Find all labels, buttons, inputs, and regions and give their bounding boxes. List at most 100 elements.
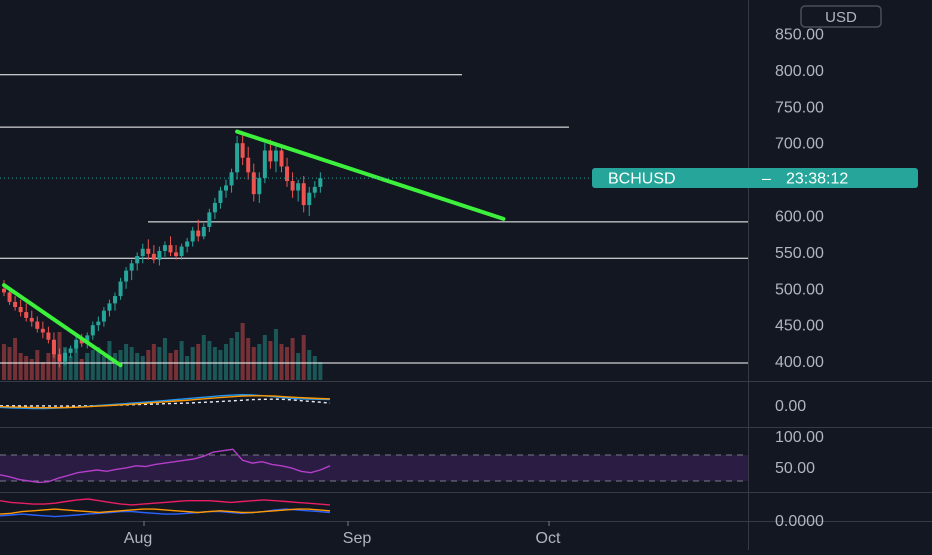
- currency-label[interactable]: USD: [825, 9, 857, 26]
- candle-body[interactable]: [174, 252, 179, 257]
- candle-body[interactable]: [296, 183, 301, 191]
- volume-bar: [35, 350, 40, 380]
- candle-body[interactable]: [135, 256, 140, 264]
- price-axis-tick: 400.00: [775, 354, 824, 371]
- candle-body[interactable]: [40, 328, 45, 333]
- candle-body[interactable]: [312, 186, 317, 193]
- candle-body[interactable]: [101, 310, 106, 322]
- currency-button-frame[interactable]: [800, 5, 882, 28]
- time-axis-label: Sep: [343, 530, 372, 547]
- price-axis-tick: 450.00: [775, 318, 824, 335]
- candle-body[interactable]: [251, 172, 256, 195]
- volume-bar: [312, 356, 317, 380]
- candle-body[interactable]: [124, 270, 129, 282]
- volume-bar: [262, 335, 267, 380]
- volume-bar: [124, 344, 129, 380]
- candle-body[interactable]: [151, 253, 156, 260]
- volume-bar: [196, 344, 201, 380]
- trendlines[interactable]: [2, 129, 506, 368]
- candle-body[interactable]: [129, 263, 134, 271]
- candle-body[interactable]: [318, 178, 323, 187]
- candle-body[interactable]: [246, 157, 251, 173]
- candle-body[interactable]: [140, 248, 145, 257]
- candle-body[interactable]: [307, 192, 312, 206]
- volume-bar: [235, 332, 240, 380]
- volume-bar: [46, 353, 51, 380]
- trendline[interactable]: [2, 283, 123, 368]
- candle-body[interactable]: [29, 317, 34, 322]
- candle-body[interactable]: [218, 190, 223, 203]
- candle-body[interactable]: [290, 181, 295, 191]
- candle-body[interactable]: [146, 248, 151, 254]
- candle-body[interactable]: [257, 178, 262, 195]
- candle-body[interactable]: [85, 335, 90, 344]
- horizontal-levels[interactable]: [0, 74, 748, 364]
- candle-body[interactable]: [63, 352, 68, 362]
- candle-body[interactable]: [190, 230, 195, 242]
- price-axis-tick: 750.00: [775, 99, 824, 116]
- candle-body[interactable]: [113, 296, 117, 304]
- candlestick-series[interactable]: [2, 132, 323, 368]
- candle-body[interactable]: [207, 212, 212, 227]
- candle-body[interactable]: [7, 292, 12, 302]
- candle-body[interactable]: [57, 354, 62, 362]
- macd-series-line: [0, 395, 331, 409]
- price-badge-background: [592, 168, 918, 188]
- candle-body[interactable]: [68, 348, 73, 353]
- candle-body[interactable]: [107, 303, 112, 311]
- currency-button[interactable]: USD: [800, 5, 882, 28]
- dmi-axis-tick: 0.0000: [775, 513, 824, 530]
- macd-axis-tick: 0.00: [775, 398, 806, 415]
- volume-bar: [279, 344, 284, 380]
- candle-body[interactable]: [35, 321, 40, 329]
- candle-body[interactable]: [212, 202, 217, 213]
- candle-body[interactable]: [46, 332, 51, 340]
- candle-body[interactable]: [157, 250, 162, 260]
- candle-body[interactable]: [196, 230, 201, 237]
- candle-body[interactable]: [262, 150, 267, 179]
- volume-bar: [201, 335, 206, 380]
- candle-body[interactable]: [279, 150, 284, 167]
- candle-body[interactable]: [90, 325, 95, 336]
- candle-body[interactable]: [168, 245, 173, 253]
- candle-body[interactable]: [96, 321, 101, 326]
- candle-body[interactable]: [224, 185, 228, 191]
- candle-body[interactable]: [268, 150, 273, 162]
- candle-body[interactable]: [79, 339, 84, 344]
- candle-body[interactable]: [74, 339, 79, 349]
- volume-bar: [268, 341, 273, 380]
- candle-body[interactable]: [229, 172, 234, 186]
- price-axis-tick: 850.00: [775, 27, 824, 44]
- volume-bar: [140, 356, 145, 380]
- candle-body[interactable]: [118, 281, 123, 297]
- candle-body[interactable]: [2, 288, 6, 293]
- dmi-series-line: [0, 508, 331, 518]
- rsi-band: [0, 455, 748, 481]
- volume-bar: [229, 338, 234, 380]
- candle-body[interactable]: [51, 339, 56, 355]
- candle-body[interactable]: [24, 312, 29, 318]
- candle-body[interactable]: [301, 183, 306, 206]
- candle-body[interactable]: [285, 166, 290, 182]
- candle-body[interactable]: [162, 245, 167, 251]
- volume-bar: [185, 356, 190, 380]
- volume-bar: [318, 362, 323, 380]
- trendline[interactable]: [235, 129, 506, 221]
- volume-bar: [174, 350, 179, 380]
- volume-bar: [162, 338, 167, 380]
- volume-bar: [2, 344, 6, 380]
- volume-bar: [107, 341, 112, 380]
- candle-body[interactable]: [273, 150, 278, 162]
- candle-body[interactable]: [13, 301, 18, 307]
- candle-body[interactable]: [240, 143, 245, 158]
- candle-body[interactable]: [235, 143, 240, 173]
- candle-body[interactable]: [179, 246, 184, 257]
- candle-body[interactable]: [18, 307, 23, 313]
- candle-body[interactable]: [201, 226, 206, 237]
- candle-body[interactable]: [185, 241, 190, 247]
- volume-bar: [218, 350, 223, 380]
- dmi-series-line: [0, 498, 331, 506]
- volume-bar: [90, 350, 95, 380]
